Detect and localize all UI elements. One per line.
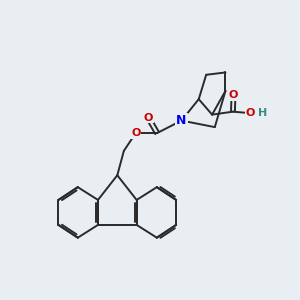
Text: O: O [143,112,153,123]
Text: O: O [131,128,140,138]
Text: N: N [176,114,187,127]
Text: O: O [229,90,238,100]
Text: H: H [258,108,267,118]
Text: O: O [245,108,255,118]
